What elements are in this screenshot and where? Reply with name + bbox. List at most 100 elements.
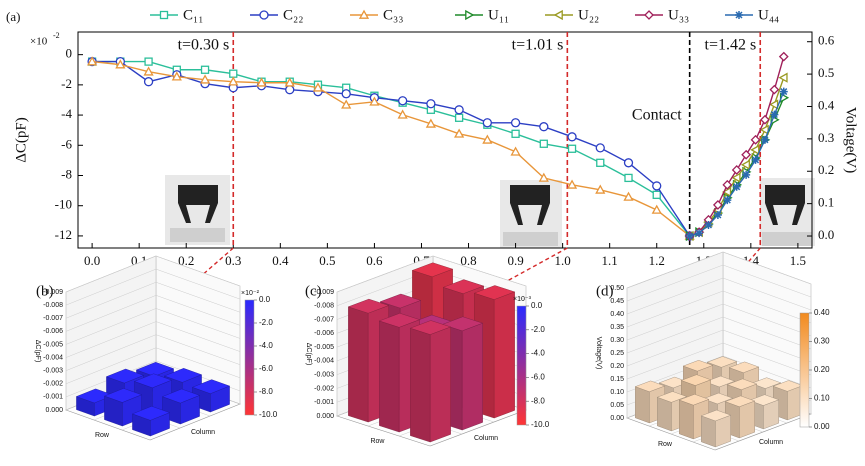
marker bbox=[454, 105, 464, 115]
bar-top bbox=[131, 406, 171, 421]
bar-left-face bbox=[679, 399, 694, 440]
z-tick-label: -0.005 bbox=[314, 344, 334, 351]
colorbar-tick-label: 0.0 bbox=[259, 295, 271, 304]
grid-line bbox=[65, 321, 241, 358]
z-tick-label: -0.003 bbox=[314, 372, 334, 379]
plot-frame bbox=[77, 31, 813, 249]
row-label: Row bbox=[95, 432, 110, 439]
bar-right-face bbox=[461, 322, 483, 431]
marker bbox=[652, 181, 662, 191]
marker bbox=[510, 118, 521, 128]
colorbar-tick-label: 0.10 bbox=[814, 394, 830, 403]
z-tick-label: -0.002 bbox=[43, 381, 63, 388]
z-tick-label: -0.007 bbox=[43, 315, 63, 322]
z-tick-label: 0.25 bbox=[610, 350, 624, 357]
marker bbox=[751, 155, 760, 164]
z-tick-label: -0.005 bbox=[43, 341, 63, 348]
marker bbox=[722, 179, 733, 190]
marker bbox=[87, 56, 98, 66]
marker bbox=[685, 232, 694, 241]
marker bbox=[341, 99, 352, 109]
marker bbox=[200, 65, 210, 74]
bar bbox=[131, 406, 171, 437]
annotation: t=1.01 s bbox=[512, 37, 564, 54]
marker bbox=[454, 113, 464, 122]
marker bbox=[143, 77, 154, 87]
z-tick-label: -0.001 bbox=[314, 399, 334, 406]
marker bbox=[259, 10, 269, 20]
bar-top bbox=[634, 380, 666, 392]
bar-right-face bbox=[739, 400, 755, 439]
marker bbox=[228, 76, 239, 86]
legend-label: U₁₁ bbox=[488, 7, 509, 23]
marker bbox=[778, 72, 788, 83]
z-tick-label: 0.40 bbox=[610, 311, 624, 318]
grid-line bbox=[65, 255, 241, 293]
colorbar-tick-label: -10.0 bbox=[531, 420, 550, 429]
grid-line bbox=[626, 251, 812, 289]
bar-left-face bbox=[657, 396, 672, 432]
marker bbox=[567, 144, 577, 153]
grid-line bbox=[65, 308, 241, 345]
grid-line bbox=[65, 295, 241, 332]
marker bbox=[644, 10, 654, 20]
bar-top bbox=[656, 391, 688, 403]
colorbar-tick-label: -2.0 bbox=[531, 325, 545, 334]
y2-tick-label: 0.0 bbox=[818, 227, 834, 242]
bar-top bbox=[347, 298, 390, 314]
grid-line bbox=[65, 334, 241, 371]
z-axis-title: ΔC(pF) bbox=[34, 340, 41, 363]
marker bbox=[553, 9, 563, 21]
z-tick-label: -0.006 bbox=[314, 330, 334, 337]
row-label: Row bbox=[658, 441, 673, 448]
bar bbox=[700, 409, 732, 448]
x-tick-label: 0.2 bbox=[178, 253, 194, 268]
marker bbox=[171, 71, 182, 81]
y2-tick-label: 0.3 bbox=[818, 130, 834, 145]
bar-top bbox=[409, 320, 452, 335]
bar bbox=[191, 379, 231, 413]
grid-line bbox=[626, 277, 812, 315]
colorbar-tick-label: -2.0 bbox=[259, 318, 273, 327]
marker bbox=[769, 84, 780, 95]
z-tick-label: -0.004 bbox=[43, 354, 63, 361]
marker bbox=[369, 96, 380, 106]
marker bbox=[741, 149, 752, 160]
bar-top bbox=[726, 378, 758, 390]
bar-top bbox=[133, 373, 173, 389]
grid-line bbox=[65, 281, 241, 319]
series-line bbox=[92, 60, 691, 237]
colorbar-tick-label: -8.0 bbox=[531, 396, 545, 405]
bar-left-face bbox=[348, 306, 369, 423]
marker bbox=[731, 172, 741, 183]
y2-tick-label: 0.2 bbox=[818, 162, 834, 177]
y-tick-label: -8 bbox=[61, 166, 72, 181]
y2-tick-label: 0.6 bbox=[818, 33, 835, 48]
grid-line bbox=[626, 355, 812, 393]
marker bbox=[312, 82, 324, 92]
x-tick-label: 0.4 bbox=[272, 253, 289, 268]
legend-label: C₁₁ bbox=[183, 7, 203, 23]
y-tick-label: -6 bbox=[61, 136, 72, 151]
marker bbox=[596, 158, 605, 167]
z-tick-label: -0.007 bbox=[314, 316, 334, 323]
x-tick-label: 0.5 bbox=[319, 253, 335, 268]
marker bbox=[482, 118, 492, 128]
bar-top bbox=[473, 285, 516, 300]
bar bbox=[409, 320, 452, 443]
series-line bbox=[92, 60, 691, 237]
marker bbox=[723, 196, 732, 205]
marker bbox=[284, 77, 295, 87]
marker bbox=[143, 66, 154, 76]
marker bbox=[539, 122, 549, 132]
y2-axis-title: Voltage(V) bbox=[843, 107, 859, 173]
marker bbox=[779, 87, 788, 96]
marker bbox=[510, 146, 521, 156]
column-label: Column bbox=[759, 439, 783, 446]
bar-top bbox=[163, 368, 203, 383]
z-tick-label: 0.20 bbox=[610, 363, 624, 370]
colorbar bbox=[799, 312, 810, 428]
z-tick-label: 0.05 bbox=[610, 402, 624, 409]
marker bbox=[229, 69, 238, 78]
legend-label: U₄₄ bbox=[758, 7, 779, 23]
